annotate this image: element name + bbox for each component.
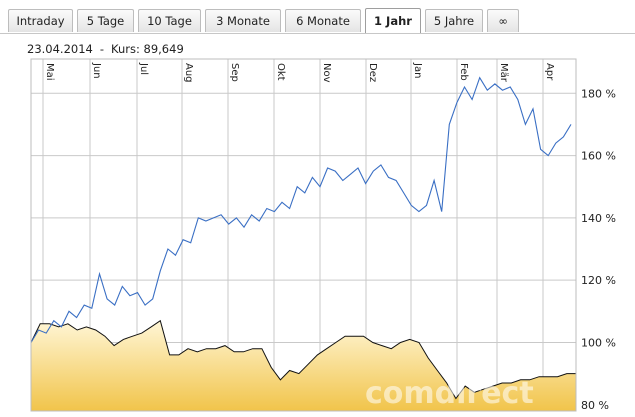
y-tick-label: 100 %: [581, 336, 616, 349]
y-axis: 180 % 160 % 140 % 120 % 100 % 80 %: [581, 87, 616, 412]
month-tick-label: Mär: [498, 63, 509, 83]
price-value: Kurs: 89,649: [111, 42, 184, 56]
month-tick-label: Aug: [183, 63, 194, 83]
tab-label: 5 Tage: [86, 14, 125, 28]
volume-area: [30, 319, 577, 412]
month-tick-label: Mai: [44, 63, 55, 81]
y-tick-label: 140 %: [581, 212, 616, 225]
price-chart: comdirect Mai Jun Jul Aug Sep Okt Nov Dez Jan Feb…: [30, 58, 616, 412]
price-line: [30, 76, 572, 343]
month-tick-label: Apr: [544, 63, 555, 81]
month-tick-label: Nov: [321, 63, 332, 83]
tab-1-jahr[interactable]: 1 Jahr: [365, 8, 421, 33]
tab-10-tage[interactable]: 10 Tage: [138, 9, 201, 32]
tab-label: 6 Monate: [296, 14, 350, 28]
tab-5-jahre[interactable]: 5 Jahre: [425, 9, 483, 32]
tab-label: Intraday: [16, 14, 65, 28]
month-tick-label: Jan: [412, 62, 423, 78]
y-tick-label: 80 %: [581, 399, 609, 412]
month-tick-label: Jul: [138, 62, 149, 75]
month-tick-label: Jun: [91, 62, 102, 79]
price-date: 23.04.2014: [27, 42, 93, 56]
tab-infinity[interactable]: ∞: [487, 9, 519, 32]
tab-bar: Intraday 5 Tage 10 Tage 3 Monate 6 Monat…: [0, 0, 635, 34]
plot-frame: [30, 58, 577, 412]
tab-label: 10 Tage: [147, 14, 192, 28]
y-tick-label: 120 %: [581, 274, 616, 287]
tab-label: 5 Jahre: [433, 14, 475, 28]
tab-6-monate[interactable]: 6 Monate: [285, 9, 361, 32]
month-tick-label: Dez: [367, 63, 378, 82]
y-tick-label: 180 %: [581, 87, 616, 100]
tab-label: 3 Monate: [216, 14, 270, 28]
y-tick-label: 160 %: [581, 150, 616, 163]
month-tick-label: Sep: [229, 63, 240, 82]
price-info: 23.04.2014- Kurs: 89,649: [27, 42, 184, 56]
month-tick-label: Okt: [275, 63, 286, 81]
period-tabs: Intraday 5 Tage 10 Tage 3 Monate 6 Monat…: [8, 8, 523, 33]
price-info-separator: -: [99, 42, 105, 56]
tab-5-tage[interactable]: 5 Tage: [77, 9, 134, 32]
watermark-logo: comdirect: [365, 376, 534, 411]
tab-3-monate[interactable]: 3 Monate: [205, 9, 281, 32]
tab-label: ∞: [498, 14, 508, 28]
tab-label: 1 Jahr: [374, 14, 412, 28]
month-tick-label: Feb: [458, 63, 469, 81]
month-axis: Mai Jun Jul Aug Sep Okt Nov Dez Jan Feb Mär Apr: [44, 62, 555, 83]
tab-intraday[interactable]: Intraday: [8, 9, 73, 32]
